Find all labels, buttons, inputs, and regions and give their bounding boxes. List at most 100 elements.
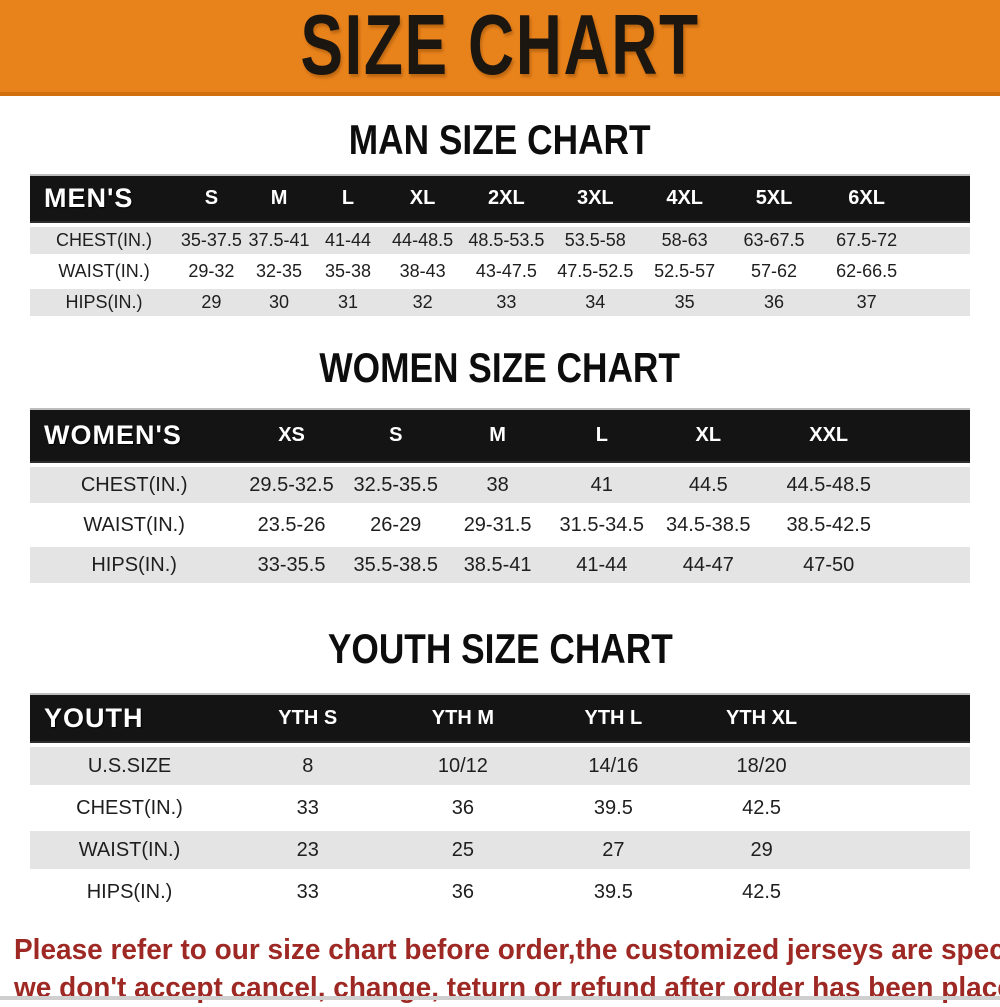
youth-size-table: YOUTH YTH S YTH M YTH L YTH XL U.S.SIZE 8 10/… (30, 689, 970, 915)
measurement-value: 34 (550, 289, 641, 316)
notice-line-2: we don't accept cancel, change, teturn o… (14, 969, 1000, 1007)
measurement-label: U.S.SIZE (30, 747, 230, 785)
spacer-cell (914, 258, 970, 285)
spacer-cell (895, 408, 970, 463)
measurement-value: 29 (178, 289, 245, 316)
order-notice: Please refer to our size chart before or… (14, 931, 1000, 1007)
measurement-label: CHEST(IN.) (30, 227, 179, 254)
bottom-edge-divider (0, 996, 1000, 1000)
measurement-row: CHEST(IN.) 35-37.5 37.5-41 41-44 44-48.5 48.5… (30, 227, 970, 254)
measurement-value: 27 (539, 831, 688, 869)
measurement-value: 37.5-41 (244, 227, 314, 254)
measurement-row: HIPS(IN.) 29 30 31 32 33 34 35 36 37 (30, 289, 970, 316)
size-column-header: XL (655, 408, 762, 463)
men-table-wrap: MEN'S S M L XL 2XL 3XL 4XL 5XL 6XL CHEST(IN.) 35-… (30, 170, 970, 320)
measurement-row: HIPS(IN.) 33-35.5 35.5-38.5 38.5-41 41-44 44-… (30, 547, 970, 583)
measurement-value: 35.5-38.5 (344, 547, 447, 583)
measurement-value: 44-48.5 (382, 227, 463, 254)
measurement-value: 30 (244, 289, 314, 316)
measurement-value: 23 (229, 831, 387, 869)
measurement-value: 48.5-53.5 (462, 227, 551, 254)
measurement-value: 10/12 (386, 747, 540, 785)
women-table-wrap: WOMEN'S XS S M L XL XXL CHEST(IN.) 29.5-32.5 32… (30, 404, 970, 587)
measurement-value: 33 (462, 289, 551, 316)
size-column-header: 3XL (550, 174, 641, 223)
women-group-label: WOMEN'S (30, 408, 239, 463)
men-group-label: MEN'S (30, 174, 179, 223)
measurement-label: HIPS(IN.) (30, 547, 239, 583)
measurement-row: U.S.SIZE 8 10/12 14/16 18/20 (30, 747, 970, 785)
spacer-cell (835, 747, 970, 785)
youth-size-header-row: YOUTH YTH S YTH M YTH L YTH XL (30, 693, 970, 743)
measurement-value: 33 (229, 873, 387, 911)
measurement-value: 43-47.5 (462, 258, 551, 285)
measurement-label: WAIST(IN.) (30, 831, 230, 869)
spacer-cell (914, 174, 970, 223)
size-column-header: XL (382, 174, 463, 223)
size-column-header: M (244, 174, 314, 223)
men-section-heading: MAN SIZE CHART (0, 116, 1000, 164)
measurement-value: 33-35.5 (238, 547, 345, 583)
measurement-value: 29 (687, 831, 836, 869)
measurement-value: 25 (386, 831, 540, 869)
women-size-header-row: WOMEN'S XS S M L XL XXL (30, 408, 970, 463)
measurement-row: CHEST(IN.) 29.5-32.5 32.5-35.5 38 41 44.5 44.5… (30, 467, 970, 503)
measurement-value: 8 (229, 747, 387, 785)
measurement-value: 36 (386, 789, 540, 827)
size-column-header: 4XL (640, 174, 730, 223)
women-section-heading-text: WOMEN SIZE CHART (319, 344, 681, 391)
size-column-header: S (178, 174, 245, 223)
measurement-label: WAIST(IN.) (30, 507, 239, 543)
page-title: SIZE CHART (300, 0, 700, 93)
measurement-value: 37 (818, 289, 915, 316)
measurement-label: HIPS(IN.) (30, 289, 179, 316)
women-section-heading: WOMEN SIZE CHART (0, 344, 1000, 392)
notice-line-2-text: we don't accept cancel, change, teturn o… (14, 972, 1000, 1004)
youth-size-chart-section: YOUTH SIZE CHART YOUTH YTH S YTH M YTH L YT… (0, 625, 1000, 915)
youth-group-label: YOUTH (30, 693, 230, 743)
measurement-value: 18/20 (687, 747, 836, 785)
measurement-value: 35-37.5 (178, 227, 245, 254)
size-chart-banner: SIZE CHART (0, 0, 1000, 96)
size-column-header: S (344, 408, 447, 463)
measurement-label: HIPS(IN.) (30, 873, 230, 911)
size-chart-body: MAN SIZE CHART MEN'S S M L XL 2XL 3XL 4XL 5XL 6X… (0, 116, 1000, 915)
measurement-value: 44.5 (655, 467, 762, 503)
measurement-value: 44.5-48.5 (761, 467, 896, 503)
measurement-value: 32-35 (244, 258, 314, 285)
measurement-value: 35 (640, 289, 730, 316)
notice-line-1: Please refer to our size chart before or… (14, 931, 1000, 969)
measurement-value: 39.5 (539, 789, 688, 827)
women-size-chart-section: WOMEN SIZE CHART WOMEN'S XS S M L XL XXL CHES… (0, 344, 1000, 587)
measurement-label: CHEST(IN.) (30, 467, 239, 503)
spacer-cell (895, 467, 970, 503)
size-column-header: XXL (761, 408, 896, 463)
measurement-label: WAIST(IN.) (30, 258, 179, 285)
measurement-value: 42.5 (687, 789, 836, 827)
measurement-row: WAIST(IN.) 29-32 32-35 35-38 38-43 43-47.5 47.… (30, 258, 970, 285)
measurement-row: CHEST(IN.) 33 36 39.5 42.5 (30, 789, 970, 827)
size-column-header: 2XL (462, 174, 551, 223)
measurement-value: 38.5-41 (446, 547, 549, 583)
measurement-value: 29-31.5 (446, 507, 549, 543)
measurement-value: 36 (386, 873, 540, 911)
measurement-value: 39.5 (539, 873, 688, 911)
measurement-value: 41-44 (548, 547, 656, 583)
measurement-value: 53.5-58 (550, 227, 641, 254)
men-size-header-row: MEN'S S M L XL 2XL 3XL 4XL 5XL 6XL (30, 174, 970, 223)
measurement-value: 58-63 (640, 227, 730, 254)
measurement-value: 57-62 (729, 258, 819, 285)
measurement-value: 23.5-26 (238, 507, 345, 543)
measurement-value: 29.5-32.5 (238, 467, 345, 503)
measurement-row: WAIST(IN.) 23 25 27 29 (30, 831, 970, 869)
spacer-cell (914, 227, 970, 254)
men-section-heading-text: MAN SIZE CHART (349, 116, 651, 163)
size-column-header: L (548, 408, 656, 463)
measurement-value: 47-50 (761, 547, 896, 583)
measurement-value: 52.5-57 (640, 258, 730, 285)
women-size-table: WOMEN'S XS S M L XL XXL CHEST(IN.) 29.5-32.5 32… (30, 404, 970, 587)
size-column-header: 5XL (729, 174, 819, 223)
measurement-value: 67.5-72 (818, 227, 915, 254)
notice-line-1-text: Please refer to our size chart before or… (14, 934, 1000, 966)
measurement-row: WAIST(IN.) 23.5-26 26-29 29-31.5 31.5-34.5 34… (30, 507, 970, 543)
